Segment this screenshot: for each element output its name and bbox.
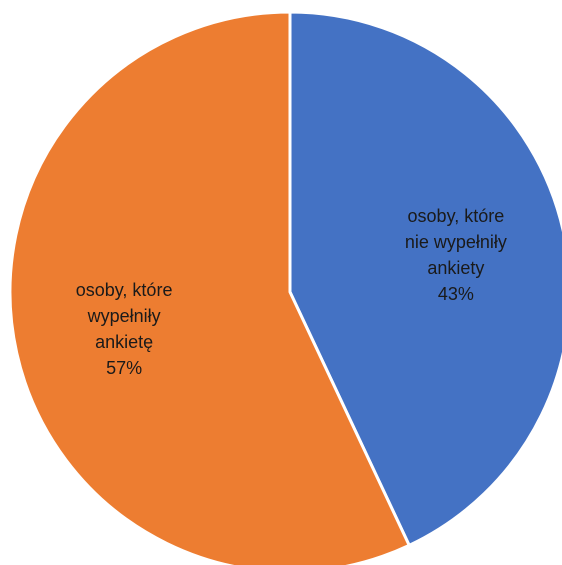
pie-labels: osoby, które nie wypełniły ankiety 43%osoby… — [76, 206, 507, 378]
pie-slice-2-percent: 57% — [106, 358, 142, 378]
pie-slice-1-label-line: nie wypełniły — [405, 232, 507, 252]
pie-slice-1 — [288, 10, 562, 547]
pie-slice-2-label-line: osoby, które — [76, 280, 173, 300]
pie-slices — [8, 10, 562, 565]
pie-slice-1-label-line: ankiety — [427, 258, 484, 278]
pie-slice-2-label-line: ankietę — [95, 332, 153, 352]
pie-slice-1-label: osoby, które nie wypełniły ankiety 43% — [405, 206, 507, 304]
pie-slice-2 — [8, 10, 411, 565]
pie-slice-1-label-line: osoby, które — [408, 206, 505, 226]
pie-slice-1-percent: 43% — [438, 284, 474, 304]
pie-slice-2-label: osoby, które wypełniły ankietę 57% — [76, 280, 173, 378]
pie-slice-2-label-line: wypełniły — [87, 306, 161, 326]
